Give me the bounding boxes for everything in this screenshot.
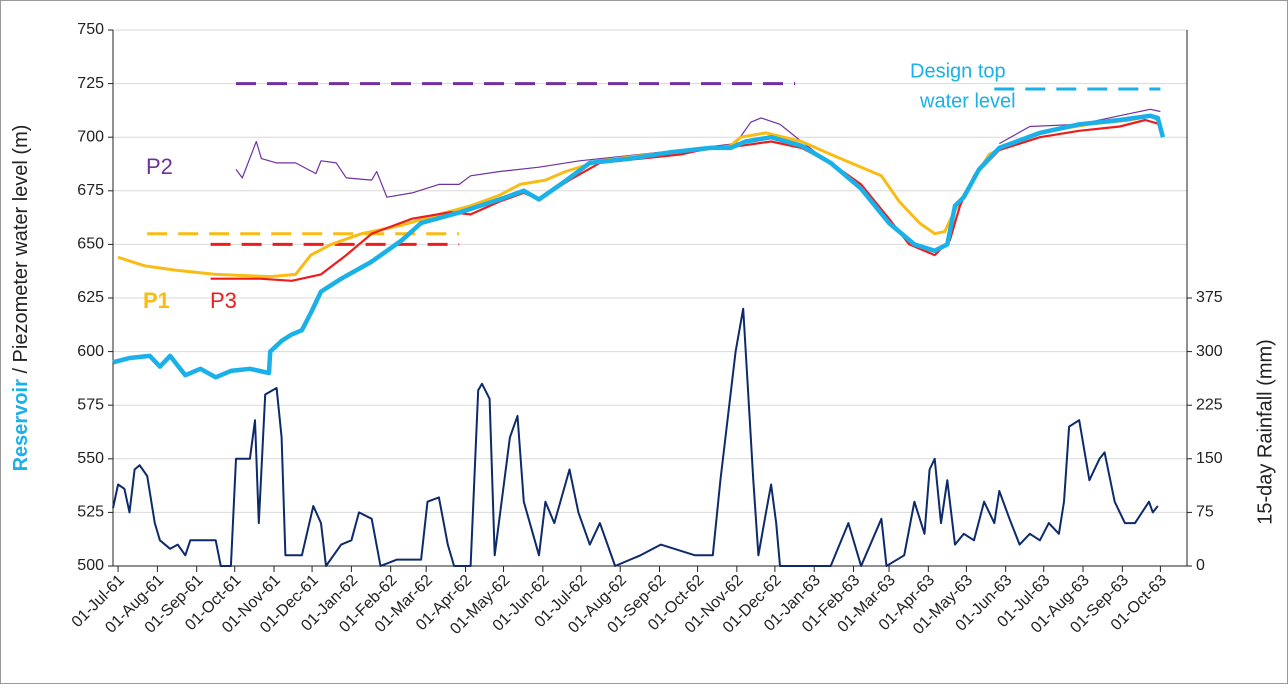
y-tick-label: 650: [77, 236, 104, 253]
series-line: [112, 307, 1159, 567]
y-tick-label: 625: [77, 289, 104, 306]
y-label-rest: / Piezometer water level (m): [10, 125, 32, 380]
series-label: P3: [210, 288, 237, 313]
y-label-highlight: Reservoir: [10, 379, 32, 471]
y2-tick-label: 225: [1196, 396, 1223, 413]
y-tick-label: 600: [77, 343, 104, 360]
y-tick-label: 525: [77, 504, 104, 521]
y2-tick-label: 75: [1196, 504, 1214, 521]
series-line: [235, 108, 1161, 198]
y-tick-label: 500: [77, 557, 104, 574]
series-label: P2: [146, 154, 173, 179]
annotation: Design top: [910, 60, 1006, 82]
y-tick-label: 575: [77, 396, 104, 413]
y-axis-label: Reservoir / Piezometer water level (m): [10, 125, 32, 472]
y-tick-label: 750: [77, 21, 104, 38]
series-label: P1: [143, 288, 170, 313]
y-tick-label: 700: [77, 128, 104, 145]
series-line: [112, 113, 1166, 380]
y-tick-label: 675: [77, 182, 104, 199]
y2-tick-label: 375: [1196, 289, 1223, 306]
y2-tick-label: 300: [1196, 343, 1223, 360]
series-line: [210, 118, 1161, 282]
annotation: water level: [919, 90, 1016, 112]
y2-tick-label: 150: [1196, 450, 1223, 467]
y2-axis-label: 15-day Rainfall (mm): [1254, 339, 1276, 525]
y2-tick-label: 0: [1196, 557, 1205, 574]
y-tick-label: 725: [77, 75, 104, 92]
y-tick-label: 550: [77, 450, 104, 467]
series-line: [117, 114, 1159, 279]
